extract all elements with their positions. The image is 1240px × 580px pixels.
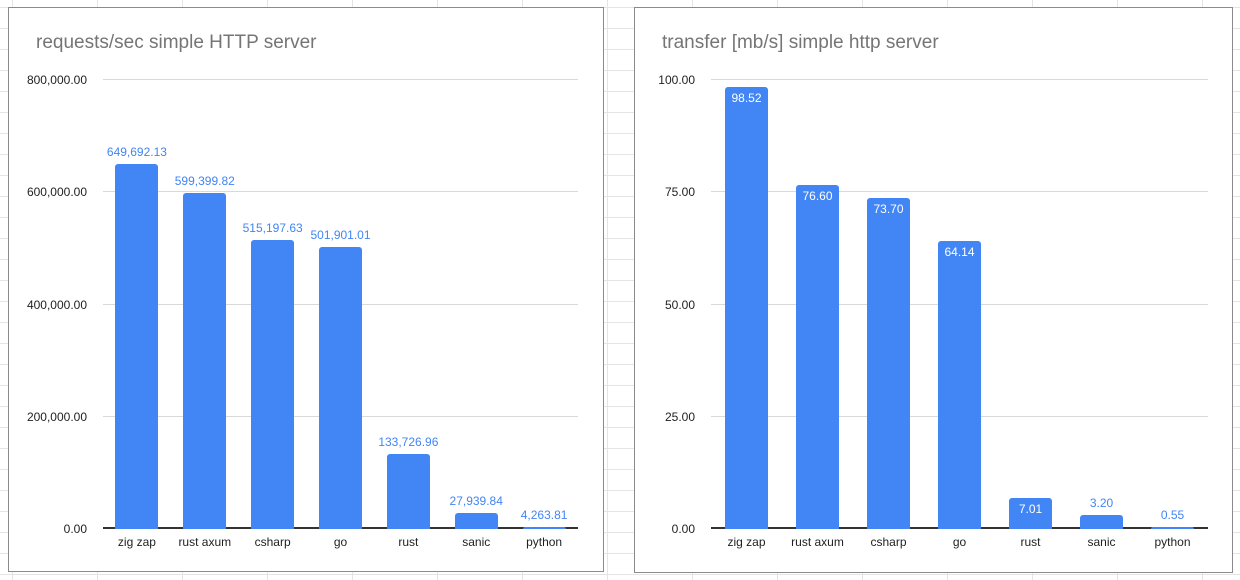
chart-title: requests/sec simple HTTP server [36, 32, 317, 53]
x-axis-category-label: python [526, 535, 563, 549]
x-axis: zig zap rust axum csharp go rust sanic python [103, 535, 578, 549]
y-axis-tick-label: 0.00 [63, 522, 87, 536]
y-axis: 0.00 25.00 50.00 75.00 100.00 [635, 73, 703, 536]
chart-title: transfer [mb/s] simple http server [662, 32, 939, 53]
bar-slot: 3.20 [1066, 80, 1137, 529]
bar-slot: 0.55 [1137, 80, 1208, 529]
y-axis-tick-label: 25.00 [664, 409, 695, 424]
x-axis-category-label: python [1154, 535, 1191, 549]
plot-area: 649,692.13 599,399.82 515,197.63 501,901.01… [103, 79, 578, 529]
x-axis-category-label: go [952, 535, 967, 549]
bar-slot: 76.60 [782, 80, 853, 529]
bar-slot: 649,692.13 [103, 80, 171, 529]
bar-zig-zap[interactable] [115, 164, 159, 529]
bar-slot: 515,197.63 [239, 80, 307, 529]
y-axis: 0.00 200,000.00 400,000.00 600,000.00 800,00… [9, 73, 95, 536]
bar-slot: 98.52 [711, 80, 782, 529]
bar-slot: 501,901.01 [307, 80, 375, 529]
x-axis-category-label: csharp [870, 535, 907, 549]
gridline [103, 79, 578, 80]
bar-slot: 4,263.81 [510, 80, 578, 529]
gridline [103, 191, 578, 193]
gridline [711, 191, 1208, 193]
y-axis-tick-label: 75.00 [664, 185, 695, 200]
x-axis-category-label: rust axum [178, 535, 232, 549]
bar-value-label: 76.60 [802, 189, 833, 204]
x-axis-category-label: zig zap [727, 535, 766, 549]
x-axis-category-label: rust [398, 535, 419, 549]
bar-series: 649,692.13 599,399.82 515,197.63 501,901.01… [103, 80, 578, 529]
bar-slot: 64.14 [924, 80, 995, 529]
chart-requests-per-sec[interactable]: requests/sec simple HTTP server 0.00 200,… [8, 7, 604, 572]
x-axis-category-label: rust [1020, 535, 1041, 549]
bar-sanic[interactable] [454, 513, 498, 529]
bar-go[interactable] [938, 241, 981, 529]
bar-rust[interactable] [386, 453, 430, 529]
bar-value-label: 649,692.13 [106, 145, 167, 160]
bar-value-label: 64.14 [944, 245, 975, 260]
bar-value-label: 98.52 [731, 90, 762, 105]
bar-value-label: 501,901.01 [310, 228, 371, 243]
y-axis-tick-label: 400,000.00 [26, 297, 87, 312]
bar-python[interactable] [522, 526, 566, 529]
bar-value-label: 27,939.84 [449, 494, 503, 509]
bar-rust-axum[interactable] [183, 192, 227, 529]
y-axis-tick-label: 0.00 [671, 522, 695, 536]
gridline [711, 79, 1208, 80]
bar-slot: 7.01 [995, 80, 1066, 529]
y-axis-tick-label: 600,000.00 [26, 185, 87, 200]
y-axis-tick-label: 800,000.00 [26, 73, 87, 87]
x-axis-category-label: csharp [254, 535, 291, 549]
bar-value-label: 133,726.96 [378, 434, 439, 449]
bar-value-label: 599,399.82 [174, 173, 235, 188]
bar-value-label: 4,263.81 [520, 507, 568, 522]
bar-series: 98.52 76.60 73.70 64.14 7.01 3.20 0.55 [711, 80, 1208, 529]
bar-zig-zap[interactable] [725, 86, 768, 529]
x-axis-category-label: sanic [462, 535, 491, 549]
plot-area: 98.52 76.60 73.70 64.14 7.01 3.20 0.55 [711, 79, 1208, 529]
bar-value-label: 7.01 [1018, 501, 1043, 516]
bar-value-label: 73.70 [873, 202, 904, 217]
y-axis-tick-label: 200,000.00 [26, 409, 87, 424]
y-axis-tick-label: 100.00 [658, 73, 695, 87]
y-axis-tick-label: 50.00 [664, 297, 695, 312]
bar-value-label: 515,197.63 [242, 220, 303, 235]
x-axis: zig zap rust axum csharp go rust sanic python [711, 535, 1208, 549]
bar-slot: 73.70 [853, 80, 924, 529]
x-axis-category-label: sanic [1087, 535, 1116, 549]
bar-slot: 27,939.84 [442, 80, 510, 529]
bar-value-label: 0.55 [1160, 507, 1185, 522]
bar-slot: 599,399.82 [171, 80, 239, 529]
bar-csharp[interactable] [251, 239, 295, 529]
x-axis-category-label: rust axum [791, 535, 844, 549]
bar-rust[interactable] [1009, 497, 1052, 529]
bar-slot: 133,726.96 [374, 80, 442, 529]
bar-sanic[interactable] [1080, 514, 1123, 529]
x-axis-category-label: zig zap [117, 535, 156, 549]
bar-value-label: 3.20 [1089, 495, 1114, 510]
chart-transfer-mbps[interactable]: transfer [mb/s] simple http server 0.00 2… [634, 7, 1233, 573]
bar-csharp[interactable] [867, 198, 910, 529]
bar-go[interactable] [319, 247, 362, 529]
x-axis-category-label: go [333, 535, 348, 549]
bar-rust-axum[interactable] [796, 185, 839, 529]
bar-python[interactable] [1151, 526, 1194, 529]
